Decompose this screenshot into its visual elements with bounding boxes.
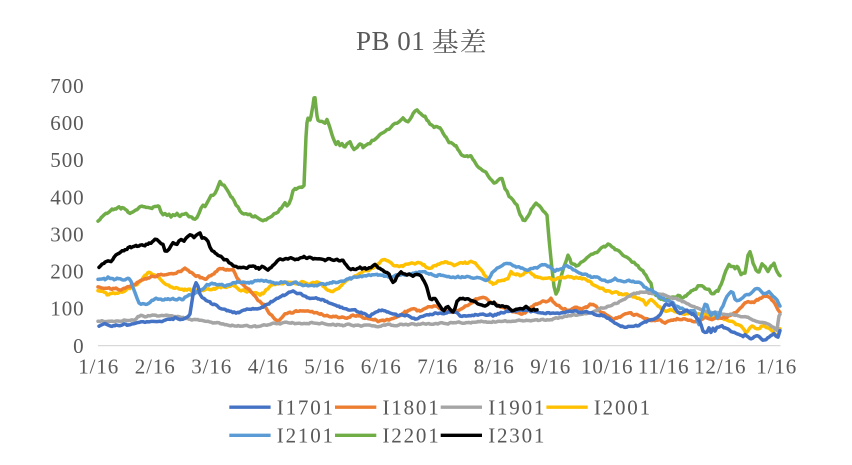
svg-text:1/16: 1/16	[756, 355, 797, 379]
svg-text:100: 100	[50, 297, 84, 321]
svg-text:9/16: 9/16	[530, 355, 571, 379]
svg-text:300: 300	[50, 222, 84, 246]
svg-text:I2101: I2101	[277, 424, 335, 448]
svg-text:400: 400	[50, 185, 84, 209]
svg-text:3/16: 3/16	[191, 355, 232, 379]
svg-text:8/16: 8/16	[474, 355, 515, 379]
svg-text:2/16: 2/16	[135, 355, 176, 379]
svg-text:200: 200	[50, 260, 84, 284]
svg-text:11/16: 11/16	[638, 355, 690, 379]
svg-text:10/16: 10/16	[581, 355, 633, 379]
svg-text:I1801: I1801	[383, 396, 441, 420]
svg-text:PB 01: PB 01	[356, 26, 425, 56]
svg-text:I1701: I1701	[277, 396, 335, 420]
svg-text:I2001: I2001	[594, 396, 652, 420]
svg-text:0: 0	[73, 334, 84, 358]
svg-text:700: 700	[50, 74, 84, 98]
svg-text:500: 500	[50, 148, 84, 172]
svg-text:12/16: 12/16	[694, 355, 746, 379]
svg-text:I1901: I1901	[488, 396, 546, 420]
svg-text:I2201: I2201	[383, 424, 441, 448]
svg-text:1/16: 1/16	[78, 355, 119, 379]
svg-text:6/16: 6/16	[361, 355, 402, 379]
svg-text:4/16: 4/16	[248, 355, 289, 379]
svg-text:5/16: 5/16	[304, 355, 345, 379]
svg-text:I2301: I2301	[488, 424, 546, 448]
svg-text:600: 600	[50, 111, 84, 135]
svg-text:7/16: 7/16	[417, 355, 458, 379]
